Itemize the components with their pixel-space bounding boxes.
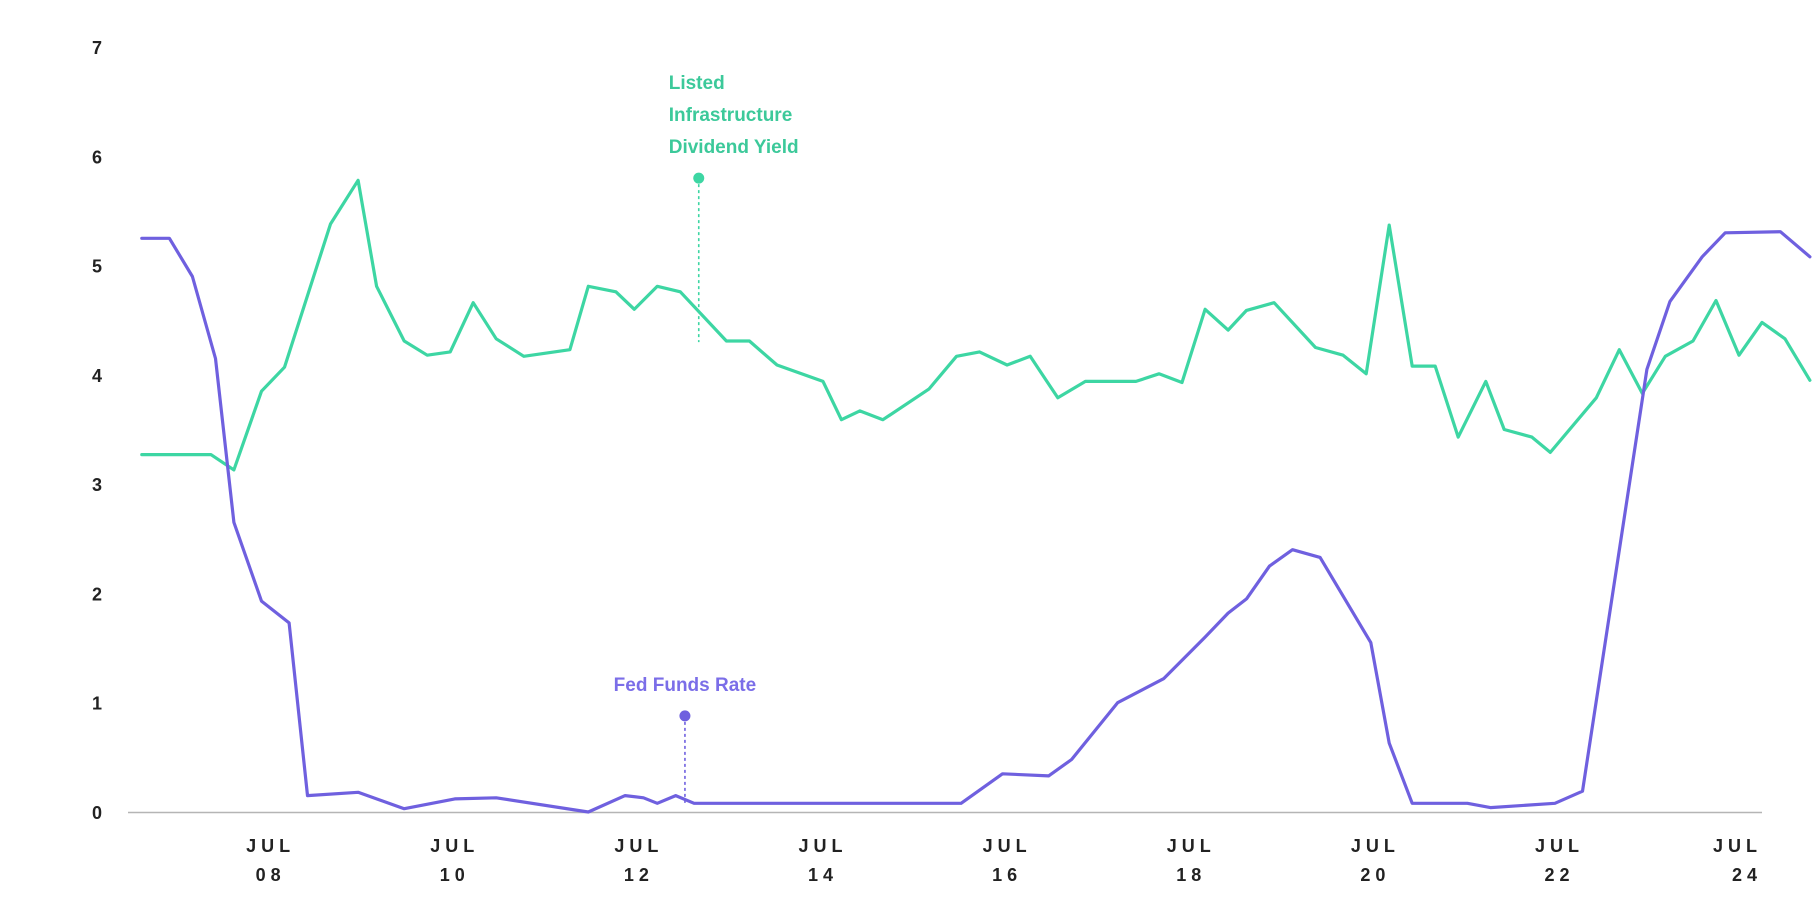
x-tick-label-month: JUL	[430, 836, 479, 856]
y-tick-label: 1	[92, 694, 102, 714]
y-axis: 0 1 2 3 4 5 6 7	[92, 38, 102, 823]
x-tick-label-year: 16	[992, 865, 1022, 885]
x-tick-label-year: 10	[440, 865, 470, 885]
x-tick-label-year: 18	[1176, 865, 1206, 885]
series-lines	[140, 178, 1812, 814]
y-tick-label: 6	[92, 147, 102, 167]
x-tick-label-year: 20	[1360, 865, 1390, 885]
y-tick-label: 0	[92, 803, 102, 823]
series-label: Fed Funds Rate	[614, 675, 757, 696]
series-line-0	[140, 178, 1812, 472]
x-tick-label-month: JUL	[799, 836, 848, 856]
x-tick-label-month: JUL	[1351, 836, 1400, 856]
callout-dot	[679, 710, 691, 722]
x-tick-label-month: JUL	[1713, 836, 1762, 856]
callout-dot	[693, 172, 705, 184]
series-label: Infrastructure	[669, 105, 793, 126]
x-tick-label-month: JUL	[1535, 836, 1584, 856]
x-tick-label-month: JUL	[983, 836, 1032, 856]
series-label: Listed	[669, 73, 725, 94]
x-tick-label-year: 08	[256, 865, 286, 885]
y-tick-label: 7	[92, 38, 102, 58]
y-tick-label: 5	[92, 257, 102, 277]
x-tick-label-year: 12	[624, 865, 654, 885]
y-tick-label: 4	[92, 366, 102, 386]
series-line-1	[140, 230, 1812, 814]
y-tick-label: 2	[92, 584, 102, 604]
x-tick-label-year: 14	[808, 865, 838, 885]
x-axis: JUL 08 JUL 10 JUL 12 JUL 14 JUL 16 JUL 18 JUL 20 JUL 22…	[128, 811, 1762, 885]
x-tick-label-year: 24	[1732, 865, 1762, 885]
series-callouts: Listed Infrastructure Dividend Yield Fed Fu…	[614, 73, 799, 804]
y-tick-label: 3	[92, 475, 102, 495]
series-label: Dividend Yield	[669, 137, 799, 158]
x-tick-label-month: JUL	[614, 836, 663, 856]
x-tick-label-year: 22	[1544, 865, 1574, 885]
x-tick-label-month: JUL	[246, 836, 295, 856]
x-tick-label-month: JUL	[1167, 836, 1216, 856]
